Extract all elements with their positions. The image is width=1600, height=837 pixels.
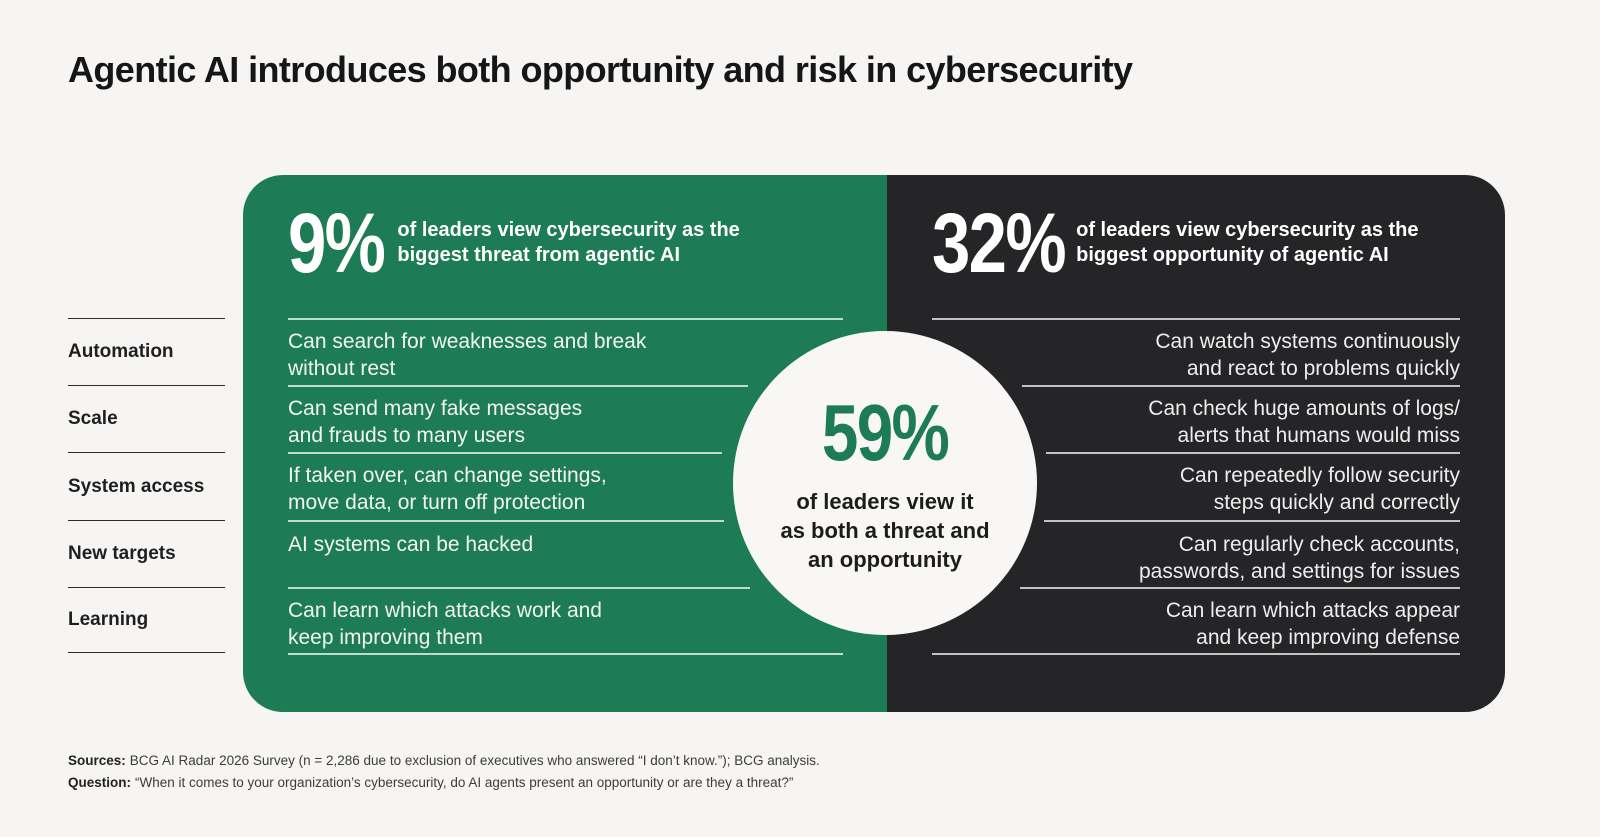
category-label-automation: Automation [68,318,225,385]
footer: Sources: BCG AI Radar 2026 Survey (n = 2,… [68,750,1268,793]
question-text: “When it comes to your organization’s cy… [135,774,794,790]
opportunity-item: Can regularly check accounts, passwords,… [1139,533,1460,583]
page-title: Agentic AI introduces both opportunity a… [68,49,1133,90]
opportunity-item: Can repeatedly follow security steps qui… [1179,464,1460,514]
category-label: Scale [68,408,118,429]
threat-item: If taken over, can change settings, move… [288,464,607,514]
sources-line: Sources: BCG AI Radar 2026 Survey (n = 2,… [68,750,1268,772]
opportunity-item: Can watch systems continuously and react… [1155,330,1460,380]
category-list: Automation Scale System access New targe… [68,318,225,653]
threat-item: Can send many fake messages and frauds t… [288,397,583,447]
separator-line [288,318,843,320]
category-label-new-targets: New targets [68,520,225,587]
separator-line [288,452,722,454]
threat-item: Can search for weaknesses and break with… [288,330,647,380]
separator-line [288,385,748,387]
category-label-system-access: System access [68,452,225,520]
question-label: Question: [68,774,131,790]
opportunity-item: Can check huge amounts of logs/ alerts t… [1148,397,1460,447]
threat-item: AI systems can be hacked [288,533,534,556]
category-label: System access [68,475,205,497]
opportunity-panel: 32% of leaders view cybersecurity as the… [887,175,1505,712]
threat-stat: 9% [288,196,386,290]
threat-item: Can learn which attacks work and keep im… [288,599,602,649]
separator-line [932,318,1460,320]
threat-header: 9% of leaders view cybersecurity as the … [288,201,740,285]
category-label: Learning [68,609,149,630]
separator-line [1044,520,1460,522]
separator-line [1022,385,1460,387]
category-label-learning: Learning [68,587,225,653]
opportunity-stat: 32% [932,196,1067,290]
category-label-scale: Scale [68,385,225,452]
question-line: Question: “When it comes to your organiza… [68,772,1268,794]
separator-line [932,653,1460,655]
sources-label: Sources: [68,753,126,768]
separator-line [288,587,750,589]
separator-line [1046,452,1460,454]
threat-description: of leaders view cybersecurity as the big… [397,219,740,266]
opportunity-description: of leaders view cybersecurity as the big… [1076,219,1419,266]
both-circle: 59% of leaders view it as both a threat … [733,331,1037,635]
category-label: Automation [68,341,174,362]
sources-text: BCG AI Radar 2026 Survey (n = 2,286 due … [129,753,820,768]
opportunity-header: 32% of leaders view cybersecurity as the… [932,201,1419,285]
separator-line [1020,587,1460,589]
both-description: of leaders view it as both a threat and … [780,488,990,572]
separator-line [288,520,724,522]
opportunity-item: Can learn which attacks appear and keep … [1165,599,1460,649]
category-label: New targets [68,543,176,564]
separator-line [288,653,843,655]
both-stat: 59% [821,387,950,477]
